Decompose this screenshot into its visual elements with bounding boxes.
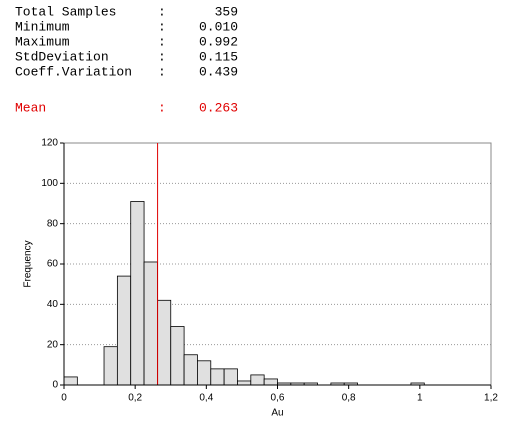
bar — [223, 368, 238, 386]
bar — [157, 299, 172, 386]
x-tick-label: 0 — [61, 393, 67, 404]
bar — [116, 275, 132, 386]
bar — [237, 380, 252, 386]
x-tick-label: 1 — [417, 393, 423, 404]
stat-separator: : — [158, 34, 166, 49]
y-tick-label: 80 — [47, 218, 59, 229]
x-tick-label: 0,4 — [199, 393, 213, 404]
y-tick-label: 0 — [52, 380, 58, 391]
stat-label: Maximum — [15, 34, 70, 49]
stat-label: StdDeviation — [15, 49, 109, 64]
stat-value: 0.010 — [199, 19, 238, 34]
bar — [197, 360, 212, 386]
mean-label: Mean — [15, 100, 46, 115]
y-tick-label: 60 — [47, 259, 59, 270]
y-tick-label: 20 — [47, 339, 59, 350]
bar — [183, 354, 198, 386]
stat-value: 0.115 — [199, 49, 238, 64]
stat-value: 0.992 — [199, 34, 238, 49]
x-axis-label: Au — [271, 408, 283, 419]
x-tick-label: 0,8 — [342, 393, 356, 404]
mean-separator: : — [158, 100, 166, 115]
y-tick-label: 40 — [47, 299, 59, 310]
bar — [63, 376, 78, 386]
x-tick-label: 1,2 — [484, 393, 498, 404]
stat-value: 359 — [215, 4, 238, 19]
x-tick-label: 0,6 — [271, 393, 285, 404]
stat-label: Total Samples — [15, 4, 116, 19]
stat-separator: : — [158, 4, 166, 19]
mean-value: 0.263 — [199, 100, 238, 115]
bar — [170, 326, 185, 386]
stat-separator: : — [158, 49, 166, 64]
stat-value: 0.439 — [199, 64, 238, 79]
bar — [130, 201, 145, 386]
bar — [210, 368, 225, 386]
y-tick-label: 100 — [41, 178, 58, 189]
stat-separator: : — [158, 64, 166, 79]
stat-label: Coeff.Variation — [15, 64, 132, 79]
x-tick-label: 0,2 — [128, 393, 142, 404]
stat-label: Minimum — [15, 19, 70, 34]
bar — [143, 261, 158, 386]
y-axis-label: Frequency — [23, 240, 34, 287]
y-tick-label: 120 — [41, 138, 58, 149]
bar — [103, 346, 118, 386]
bar — [263, 378, 278, 386]
bar — [250, 374, 265, 386]
stat-separator: : — [158, 19, 166, 34]
